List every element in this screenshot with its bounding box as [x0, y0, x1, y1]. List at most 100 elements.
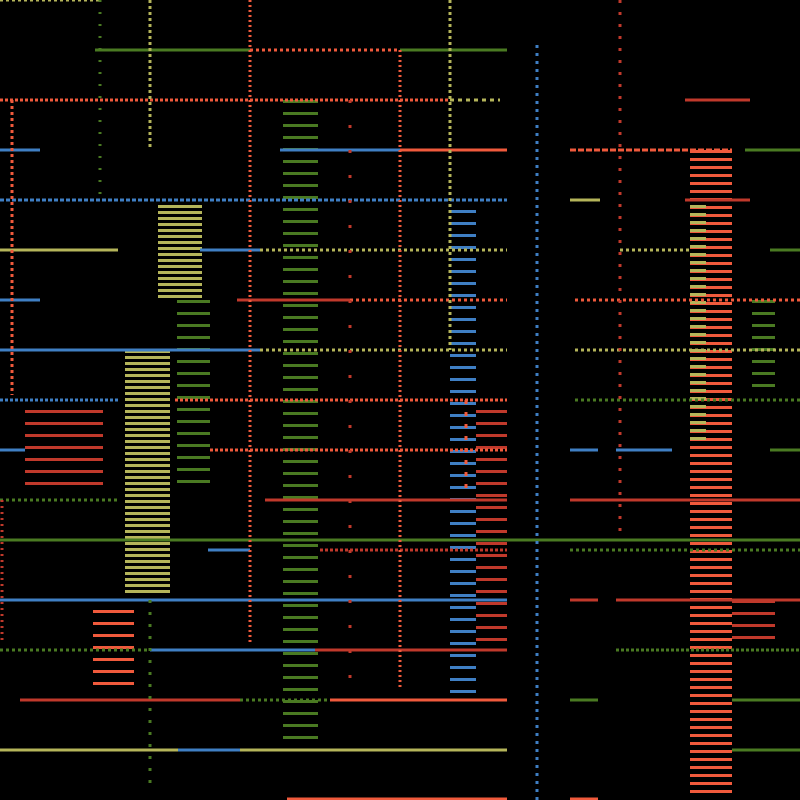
- stripe: [125, 584, 170, 587]
- stripe: [690, 405, 706, 408]
- stripe: [690, 534, 732, 537]
- stripe: [690, 582, 732, 585]
- stripe: [125, 380, 170, 383]
- stripe: [690, 294, 732, 297]
- stripe: [450, 342, 476, 345]
- stripe: [158, 283, 202, 286]
- stripe: [283, 364, 318, 367]
- stripe: [158, 265, 202, 268]
- stripe: [93, 634, 134, 637]
- stripe: [476, 542, 507, 545]
- stripe: [93, 610, 134, 613]
- stripe: [283, 244, 318, 247]
- stripe: [690, 638, 732, 641]
- stripe: [690, 686, 732, 689]
- stripe: [93, 658, 134, 661]
- stripe: [690, 438, 732, 441]
- stripe: [690, 262, 732, 265]
- stripe: [690, 406, 732, 409]
- stripe: [125, 572, 170, 575]
- stripe: [125, 566, 170, 569]
- stripe: [690, 413, 706, 416]
- stripe: [283, 736, 318, 739]
- stripe: [177, 324, 210, 327]
- stripe: [690, 694, 732, 697]
- stripe: [690, 510, 732, 513]
- stripe: [690, 158, 732, 161]
- stripe: [476, 434, 507, 437]
- stripe: [283, 556, 318, 559]
- stripe: [283, 436, 318, 439]
- stripe: [690, 454, 732, 457]
- stripe: [283, 580, 318, 583]
- stripe: [450, 210, 476, 213]
- stripe: [177, 444, 210, 447]
- stripe: [690, 381, 706, 384]
- stripe: [283, 412, 318, 415]
- stripe: [158, 253, 202, 256]
- stripe: [158, 217, 202, 220]
- stripe: [158, 277, 202, 280]
- stripe: [690, 301, 706, 304]
- stripe: [283, 712, 318, 715]
- stripe: [283, 616, 318, 619]
- stripe: [476, 494, 507, 497]
- stripe: [476, 590, 507, 593]
- stripe: [125, 524, 170, 527]
- stripe: [158, 235, 202, 238]
- stripe: [690, 373, 706, 376]
- stripe: [125, 392, 170, 395]
- stripe: [476, 506, 507, 509]
- stripe: [125, 470, 170, 473]
- stripe: [690, 325, 706, 328]
- stripe: [690, 486, 732, 489]
- stripe: [283, 568, 318, 571]
- stripe: [690, 366, 732, 369]
- stripe: [283, 136, 318, 139]
- stripe: [690, 614, 732, 617]
- stripe: [690, 357, 706, 360]
- stripe: [125, 506, 170, 509]
- stripe: [450, 522, 476, 525]
- stripe: [283, 532, 318, 535]
- stripe: [25, 434, 103, 437]
- stripe: [450, 366, 476, 369]
- stripe: [283, 724, 318, 727]
- stripe: [450, 654, 476, 657]
- stripe: [450, 606, 476, 609]
- stripe: [690, 237, 706, 240]
- stripe: [690, 734, 732, 737]
- stripe: [283, 352, 318, 355]
- stripe: [690, 261, 706, 264]
- stripe: [476, 638, 507, 641]
- stripe: [690, 230, 732, 233]
- stripe: [690, 389, 706, 392]
- stripe: [125, 368, 170, 371]
- stripe: [25, 410, 103, 413]
- stripe: [690, 341, 706, 344]
- stripe: [93, 670, 134, 673]
- stripe: [476, 578, 507, 581]
- stripe: [25, 482, 103, 485]
- stripe: [752, 360, 775, 363]
- stripe: [690, 422, 732, 425]
- stripe: [690, 382, 732, 385]
- stripe: [283, 388, 318, 391]
- stripe: [283, 460, 318, 463]
- stripe: [125, 590, 170, 593]
- stripe: [158, 247, 202, 250]
- stripe: [158, 241, 202, 244]
- stripe: [177, 384, 210, 387]
- stripe: [177, 480, 210, 483]
- stripe: [177, 456, 210, 459]
- stripe: [283, 328, 318, 331]
- stripe: [476, 554, 507, 557]
- stripe: [450, 354, 476, 357]
- stripe: [125, 428, 170, 431]
- stripe: [690, 429, 706, 432]
- stripe: [690, 277, 706, 280]
- stripe: [125, 488, 170, 491]
- stripe: [476, 614, 507, 617]
- stripe: [283, 160, 318, 163]
- stripe: [93, 682, 134, 685]
